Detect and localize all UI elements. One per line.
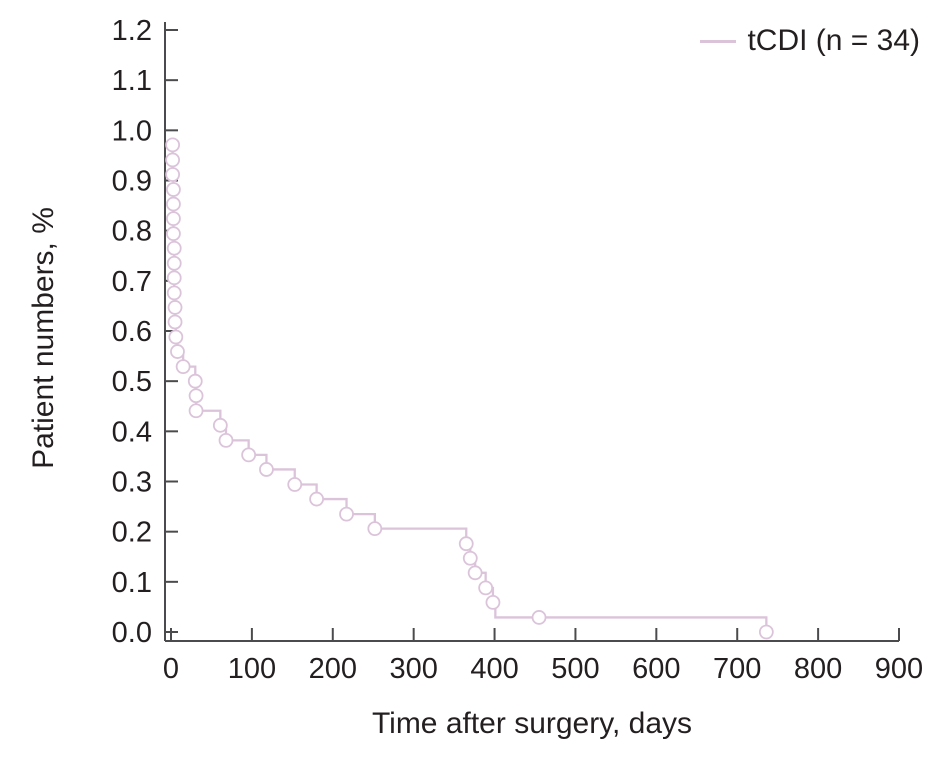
event-marker xyxy=(241,447,257,463)
censor-marker xyxy=(531,610,547,625)
y-tick-label: 0.7 xyxy=(112,266,152,298)
event-marker xyxy=(367,521,383,537)
event-marker xyxy=(166,211,181,227)
x-tick-label: 800 xyxy=(794,653,842,685)
event-marker xyxy=(188,388,204,404)
y-tick-label: 0.3 xyxy=(112,467,152,499)
y-tick-label: 0.2 xyxy=(112,517,152,549)
event-marker xyxy=(458,536,474,552)
event-marker xyxy=(166,182,181,197)
event-marker xyxy=(166,255,182,271)
y-tick-label: 0.6 xyxy=(112,316,152,348)
x-tick-label: 500 xyxy=(551,653,599,685)
event-marker xyxy=(478,580,494,596)
x-tick-label: 200 xyxy=(309,653,357,685)
event-marker xyxy=(175,359,191,375)
legend-label: tCDI (n = 34) xyxy=(747,24,920,57)
legend: tCDI (n = 34) xyxy=(700,24,920,58)
x-tick-label: 100 xyxy=(228,653,276,685)
event-marker xyxy=(287,477,303,492)
x-tick-label: 300 xyxy=(389,653,437,685)
event-marker xyxy=(758,624,774,640)
x-tick-label: 700 xyxy=(713,653,761,685)
event-marker xyxy=(467,565,483,581)
event-marker xyxy=(165,167,181,182)
y-axis-title: Patient numbers, % xyxy=(27,207,60,469)
event-marker xyxy=(187,373,203,389)
x-tick-label: 400 xyxy=(470,653,518,685)
y-tick-label: 1.2 xyxy=(112,15,152,47)
event-marker xyxy=(166,270,182,286)
event-marker xyxy=(309,491,325,507)
event-marker xyxy=(462,550,478,566)
x-tick-label: 900 xyxy=(875,653,923,685)
event-marker xyxy=(165,152,181,168)
event-marker xyxy=(167,300,183,315)
event-marker xyxy=(166,240,182,256)
y-tick-label: 1.1 xyxy=(112,65,152,97)
event-marker xyxy=(339,506,354,522)
event-marker xyxy=(168,329,184,345)
event-marker xyxy=(218,432,234,448)
event-marker xyxy=(485,595,501,610)
y-tick-label: 1.0 xyxy=(112,115,152,147)
y-tick-label: 0.5 xyxy=(112,366,152,398)
x-tick-label: 0 xyxy=(163,653,179,685)
event-marker xyxy=(167,314,183,330)
event-marker xyxy=(170,344,185,359)
legend-line-swatch xyxy=(700,39,737,43)
event-marker xyxy=(166,196,181,212)
event-marker xyxy=(212,417,228,433)
y-tick-label: 0.4 xyxy=(112,416,152,448)
y-tick-label: 0.0 xyxy=(112,617,152,649)
event-marker xyxy=(259,462,274,477)
event-marker xyxy=(165,137,181,153)
y-tick-label: 0.1 xyxy=(112,567,152,599)
y-tick-label: 0.8 xyxy=(112,216,152,248)
event-marker xyxy=(188,403,204,419)
x-axis-title: Time after surgery, days xyxy=(371,707,693,740)
y-tick-label: 0.9 xyxy=(112,166,152,198)
x-tick-label: 600 xyxy=(632,653,680,685)
event-marker xyxy=(166,226,181,242)
event-marker xyxy=(166,285,182,301)
